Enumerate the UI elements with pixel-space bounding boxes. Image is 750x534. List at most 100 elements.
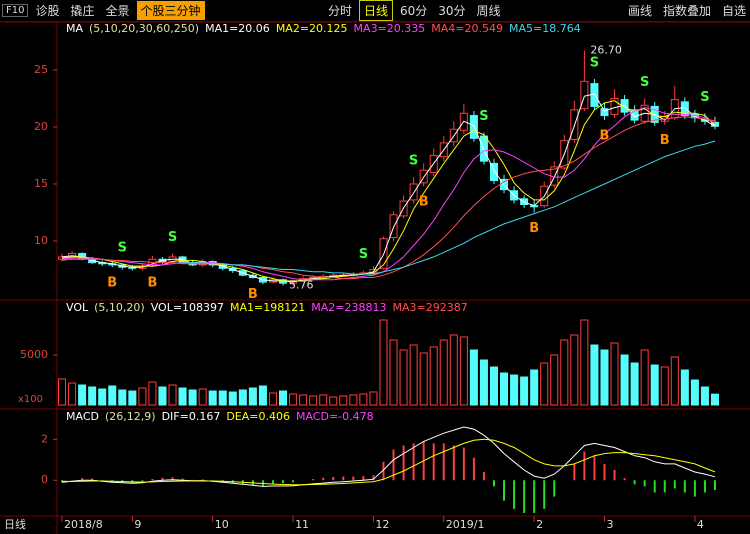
indicator-params: (5,10,20,30,60,250) [89, 22, 199, 35]
volume-bar [479, 359, 488, 406]
volume-bar [620, 354, 629, 406]
volume-bar [429, 346, 438, 406]
legend-entry: MA1=198121 [230, 301, 305, 314]
legend-entry: MA3=20.335 [354, 22, 426, 35]
signal-label: S [168, 230, 177, 245]
toolbar: F10 诊股 撬庄 全景 个股三分钟 分时 日线 60分 30分 周线 画线 指数叠加 自选 [0, 0, 750, 22]
volume-bar [359, 393, 368, 406]
signal-label: B [529, 221, 539, 236]
indicator-line [182, 140, 716, 275]
toolbar-button[interactable]: 指数叠加 [662, 4, 711, 18]
indicator-params: (5,10,20) [94, 301, 145, 314]
volume-bar [449, 334, 458, 406]
volume-bar [379, 319, 388, 406]
volume-bar [640, 349, 649, 406]
legend-entry: MA3=292387 [393, 301, 468, 314]
signal-label: S [590, 56, 599, 71]
x-tick-label: 12 [375, 518, 389, 531]
volume-bar [520, 376, 529, 406]
volume-bar [550, 354, 559, 406]
volume-bar [128, 390, 137, 406]
legend-entry: DEA=0.406 [226, 410, 290, 423]
volume-bar [98, 388, 107, 406]
y-tick-label: 25 [34, 63, 48, 76]
y-tick-label: 5000 [20, 348, 48, 361]
y-tick-label: 15 [34, 177, 48, 190]
volume-bar [540, 362, 549, 406]
indicator-params: (26,12,9) [105, 410, 156, 423]
x-tick-label: 2018/8 [64, 518, 103, 531]
period-button[interactable]: 60分 [399, 4, 428, 18]
volume-bar [268, 392, 277, 406]
volume-bar [148, 381, 157, 406]
signal-label: S [359, 247, 368, 262]
signal-label: B [147, 276, 157, 291]
signal-label: B [107, 276, 117, 291]
volume-bar [329, 396, 338, 406]
period-button[interactable]: 30分 [438, 4, 466, 18]
signal-label: S [479, 109, 488, 124]
volume-bar [510, 374, 519, 406]
candle-body [630, 109, 639, 121]
candle-body [680, 101, 689, 117]
volume-bar [138, 387, 147, 406]
x-tick-label: 2 [536, 518, 543, 531]
toolbar-button[interactable]: 全景 [105, 4, 130, 18]
legend-entry: MA2=20.125 [276, 22, 348, 35]
period-button[interactable]: 日线 [358, 0, 393, 21]
toolbar-button[interactable]: F10 [2, 4, 29, 17]
volume-bar [409, 344, 418, 406]
volume-bar [680, 369, 689, 406]
volume-bar [600, 349, 609, 406]
signal-label: B [600, 129, 610, 144]
price-annotation: 5.76 [289, 278, 314, 291]
signal-label: S [118, 240, 127, 255]
y-tick-label: 20 [34, 120, 48, 133]
indicator-line [61, 116, 716, 280]
volume-bar [700, 386, 709, 406]
toolbar-button[interactable]: 诊股 [35, 4, 60, 18]
x-tick-label: 4 [697, 518, 704, 531]
legend-entry: MA4=20.549 [431, 22, 503, 35]
volume-bar [238, 389, 247, 406]
volume-bar [228, 391, 237, 406]
y-tick-label: 2 [41, 432, 48, 445]
volume-bar [560, 339, 569, 406]
toolbar-button[interactable]: 自选 [722, 4, 747, 18]
volume-bar [530, 369, 539, 406]
volume-bar [208, 390, 217, 406]
legend-entry: MACD=-0.478 [296, 410, 374, 423]
volume-bar [258, 385, 267, 406]
indicator-name: VOL [66, 301, 89, 314]
indicator-line [61, 107, 716, 281]
volume-bar [630, 362, 639, 406]
volume-bar [399, 349, 408, 406]
volume-bar [248, 387, 257, 406]
toolbar-button[interactable]: 撬庄 [70, 4, 95, 18]
indicator-line [61, 100, 716, 282]
period-label: 日线 [4, 517, 26, 531]
candle-body [389, 214, 398, 239]
indicator-name: MA [66, 22, 83, 35]
volume-bar [570, 334, 579, 406]
volume-bar [198, 388, 207, 406]
period-button[interactable]: 分时 [327, 4, 352, 18]
info-line: VOL (5,10,20) VOL=108397 MA1=198121 MA2=2388… [66, 301, 468, 314]
x-tick-label: 10 [215, 518, 229, 531]
period-button[interactable]: 周线 [476, 4, 501, 18]
toolbar-button[interactable]: 个股三分钟 [136, 1, 205, 20]
volume-bar [369, 391, 378, 406]
volume-bar [439, 339, 448, 406]
volume-bar [489, 366, 498, 406]
volume-bar [590, 344, 599, 406]
volume-bar [650, 364, 659, 406]
volume-bar [168, 384, 177, 406]
x-tick-label: 9 [134, 518, 141, 531]
unit-label: x100 [18, 394, 43, 405]
signal-label: S [640, 75, 649, 90]
toolbar-button[interactable]: 画线 [627, 4, 652, 18]
candle-body [590, 83, 599, 107]
volume-bar [68, 382, 77, 406]
volume-bar [349, 394, 358, 406]
